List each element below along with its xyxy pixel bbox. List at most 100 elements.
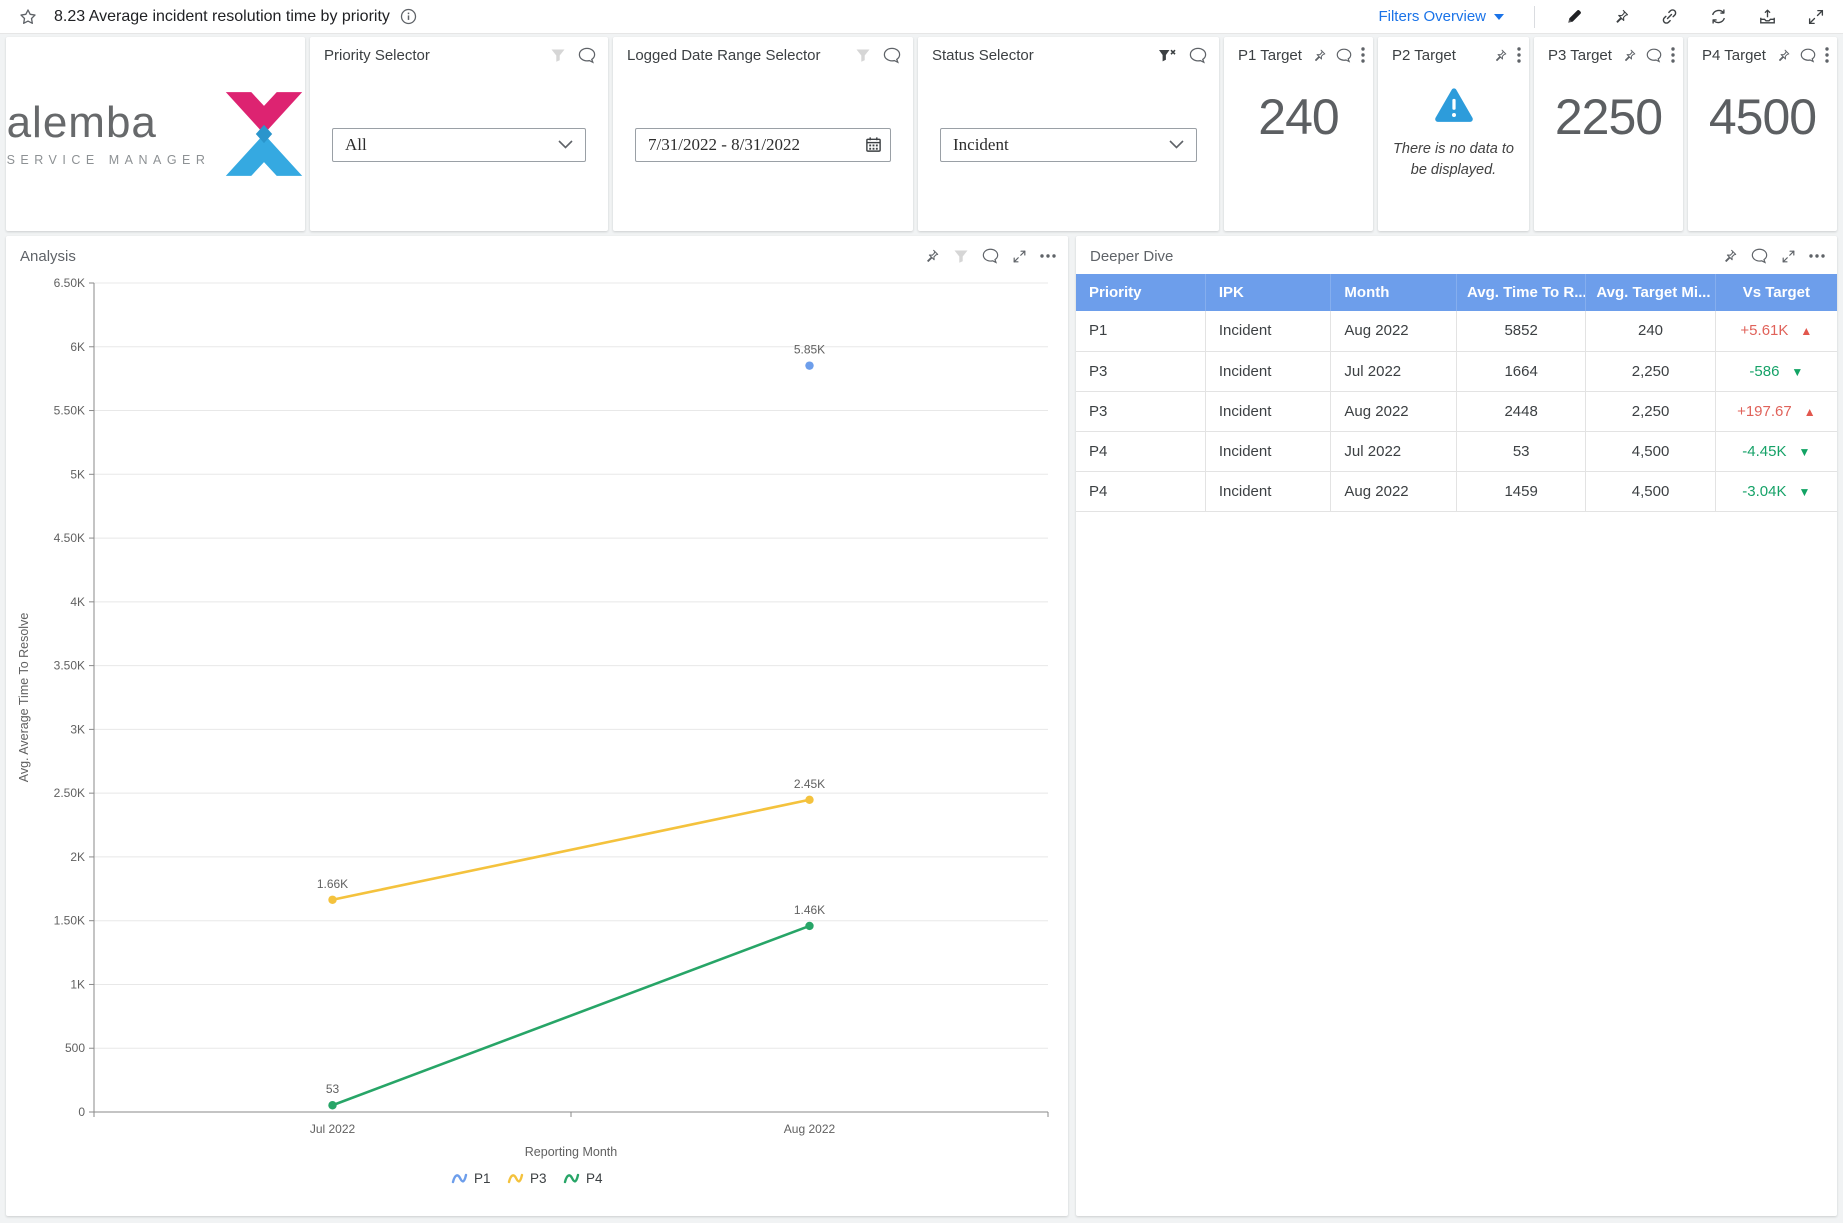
y-tick-label: 4.50K [54,531,85,545]
triangle-down-icon: ▼ [1791,364,1804,379]
comment-icon[interactable] [982,248,999,264]
fullscreen-icon[interactable] [1807,8,1825,26]
panel-title: Logged Date Range Selector [627,47,821,64]
caret-down-icon [1494,13,1504,20]
page-title: 8.23 Average incident resolution time by… [54,7,390,25]
date-range-selector-panel: Logged Date Range Selector [613,37,913,231]
vs-target-value: +197.67 [1737,402,1792,420]
vs-target-cell: -586 ▼ [1714,351,1837,392]
pin-icon[interactable] [1613,8,1630,25]
analysis-chart[interactable]: 0 500 1K 1.50K 2K 2.50K 3K 3.50K 4K 4.50K 5K 5.50K 6… [6,267,1056,1205]
pin-icon[interactable] [924,248,940,264]
panel-title: P1 Target [1238,47,1302,64]
favorite-star-icon[interactable] [18,7,38,27]
y-tick-label: 6.50K [54,276,85,290]
legend-item-P3[interactable]: P3 [507,1171,547,1186]
comment-icon[interactable] [1751,248,1768,264]
calendar-icon[interactable] [865,136,882,158]
comment-icon[interactable] [883,47,901,64]
analysis-panel: Analysis 0 500 1K 1.50K 2K 2.50K 3K 3.50K 4K 4.50… [6,236,1068,1216]
x-tick-label: Aug 2022 [784,1122,836,1136]
filters-overview-button[interactable]: Filters Overview [1378,8,1504,25]
y-axis-title: Avg. Average Time To Resolve [17,613,31,783]
table-row[interactable]: P3 Incident Jul 2022 1664 2,250 -586 ▼ [1076,351,1837,392]
table-row[interactable]: P4 Incident Aug 2022 1459 4,500 -3.04K ▼ [1076,471,1837,512]
table-cell: 2448 [1455,391,1587,432]
legend-item-P1[interactable]: P1 [451,1171,491,1186]
data-point-P3[interactable] [805,795,814,804]
series-line-P4 [332,924,810,1107]
pin-icon[interactable] [1493,48,1508,63]
info-icon[interactable] [400,8,417,25]
y-tick-label: 5K [70,467,85,481]
pin-icon[interactable] [1622,48,1637,63]
table-cell: 2,250 [1585,391,1716,432]
column-header[interactable]: Avg. Target Mi... [1585,274,1716,311]
filters-overview-label: Filters Overview [1378,8,1486,25]
p2-target-panel: P2 Target There is no data to be display… [1378,37,1529,231]
p3-target-panel: P3 Target 2250 [1534,37,1683,231]
table-cell: P1 [1076,311,1206,352]
vs-target-cell: -3.04K ▼ [1714,471,1837,512]
export-icon[interactable] [1758,7,1777,26]
y-tick-label: 1K [70,977,85,991]
date-range-input[interactable] [635,128,891,162]
comment-icon[interactable] [578,47,596,64]
panel-title: Priority Selector [324,47,430,64]
more-menu-icon[interactable] [1040,254,1056,258]
table-row[interactable]: P1 Incident Aug 2022 5852 240 +5.61K ▲ [1076,311,1837,352]
table-row[interactable]: P4 Incident Jul 2022 53 4,500 -4.45K ▼ [1076,431,1837,472]
column-header[interactable]: Vs Target [1715,274,1837,311]
kebab-menu-icon[interactable] [1517,47,1521,63]
data-point-P4[interactable] [328,1101,337,1110]
chevron-down-icon [558,136,573,154]
pin-icon[interactable] [1776,48,1791,63]
priority-select[interactable]: All [332,128,586,162]
column-header[interactable]: Month [1330,274,1457,311]
panel-title: P2 Target [1392,47,1456,64]
filter-clear-icon[interactable] [1158,48,1177,64]
vs-target-value: -586 [1749,362,1780,380]
expand-icon[interactable] [1012,249,1027,264]
comment-icon[interactable] [1336,48,1352,63]
vs-target-value: -3.04K [1742,482,1787,500]
divider [1534,5,1535,28]
link-icon[interactable] [1660,7,1679,26]
pin-icon[interactable] [1722,248,1738,264]
column-header[interactable]: Priority [1076,274,1206,311]
pen-icon[interactable] [1565,8,1583,26]
data-point-P3[interactable] [328,895,337,904]
kebab-menu-icon[interactable] [1825,47,1829,63]
panel-title: P3 Target [1548,47,1612,64]
filter-icon[interactable] [550,48,566,63]
filter-icon[interactable] [855,48,871,63]
y-tick-label: 1.50K [54,914,85,928]
status-select-value: Incident [953,135,1009,154]
refresh-icon[interactable] [1709,7,1728,26]
table-row[interactable]: P3 Incident Aug 2022 2448 2,250 +197.67 ▲ [1076,391,1837,432]
table-cell: 4,500 [1585,431,1716,472]
filter-icon[interactable] [953,249,969,264]
column-header[interactable]: Avg. Time To R... [1456,274,1587,311]
column-header[interactable]: IPK [1205,274,1332,311]
p4-target-panel: P4 Target 4500 [1688,37,1837,231]
comment-icon[interactable] [1646,48,1662,63]
panel-title: Status Selector [932,47,1034,64]
alemba-logo: alemba SERVICE MANAGER [7,92,305,176]
more-menu-icon[interactable] [1809,254,1825,258]
pin-icon[interactable] [1312,48,1327,63]
point-label: 53 [326,1082,340,1096]
top-bar: 8.23 Average incident resolution time by… [0,0,1843,34]
kebab-menu-icon[interactable] [1361,47,1365,63]
triangle-down-icon: ▼ [1798,484,1811,499]
legend-item-P4[interactable]: P4 [563,1171,603,1186]
legend-marker-icon [451,1173,468,1184]
comment-icon[interactable] [1189,47,1207,64]
comment-icon[interactable] [1800,48,1816,63]
data-point-P4[interactable] [805,921,814,931]
data-point-P1[interactable] [805,361,814,370]
expand-icon[interactable] [1781,249,1796,264]
y-tick-label: 6K [70,340,85,354]
kebab-menu-icon[interactable] [1671,47,1675,63]
status-select[interactable]: Incident [940,128,1197,162]
